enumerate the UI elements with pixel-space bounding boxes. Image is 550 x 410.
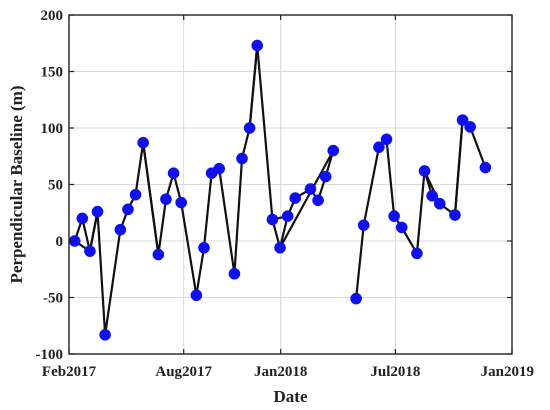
x-tick-labels: Feb2017 Aug2017 Jan2018 Jul2018 Jan2019	[42, 364, 534, 380]
data-point	[190, 289, 203, 302]
y-tick-label: 150	[41, 65, 64, 81]
x-tick-label: Jan2018	[254, 364, 307, 380]
connection-line	[157, 198, 168, 256]
data-point	[84, 245, 96, 258]
data-point	[129, 188, 142, 201]
connection-line	[453, 118, 464, 217]
data-point	[160, 193, 172, 206]
connection-line	[354, 224, 365, 300]
data-point	[426, 189, 438, 202]
connection-line	[142, 141, 160, 256]
data-point	[373, 141, 385, 154]
data-point	[251, 39, 264, 52]
data-point	[388, 210, 400, 222]
connection-line	[202, 172, 213, 249]
connection-line	[233, 157, 244, 275]
x-tick-label: Jul2018	[370, 364, 420, 380]
data-point	[236, 152, 248, 165]
data-point	[281, 210, 294, 222]
data-point	[380, 133, 393, 146]
y-tick-labels: -100 -50 0 50 100 150 200	[36, 8, 64, 363]
connection-line	[278, 149, 335, 249]
axis-ticks	[68, 14, 513, 355]
x-tick-label: Jan2019	[481, 364, 534, 380]
data-point	[449, 209, 461, 221]
connection-line	[256, 44, 274, 221]
data-point	[213, 162, 226, 175]
data-point	[327, 144, 340, 157]
connection-line	[195, 246, 206, 297]
data-point	[266, 213, 279, 226]
data-point	[152, 248, 165, 261]
x-tick-label: Aug2017	[155, 364, 212, 380]
data-point	[122, 203, 134, 216]
connection-line	[469, 125, 487, 169]
y-tick-label: 100	[41, 121, 64, 137]
connection-line	[104, 228, 122, 336]
data-points	[68, 39, 492, 341]
connection-line	[96, 210, 107, 336]
data-point	[418, 165, 431, 177]
y-tick-label: -50	[43, 291, 63, 307]
data-point	[319, 170, 332, 183]
data-point	[411, 247, 423, 260]
data-point	[243, 122, 256, 134]
y-tick-label: 50	[48, 178, 63, 194]
x-tick-label: Feb2017	[42, 364, 97, 380]
connection-line	[362, 146, 381, 227]
connection-line	[248, 44, 259, 130]
connection-line	[385, 138, 396, 218]
data-point	[137, 136, 150, 149]
data-point	[395, 221, 408, 234]
data-point	[464, 121, 477, 133]
data-point	[289, 192, 302, 204]
connection-line	[218, 167, 236, 275]
x-axis-title: Date	[274, 387, 308, 406]
data-point	[304, 183, 317, 195]
data-point	[312, 194, 324, 207]
connection-line	[415, 169, 426, 255]
data-point	[350, 292, 362, 305]
data-point	[433, 197, 446, 210]
data-point	[357, 219, 370, 232]
connection-line	[180, 201, 198, 297]
data-point	[456, 114, 469, 126]
data-point	[274, 241, 286, 254]
y-tick-label: 200	[41, 8, 64, 24]
data-point	[114, 223, 127, 236]
connection-line	[88, 210, 99, 253]
grid-lines	[68, 14, 513, 355]
data-point	[99, 328, 111, 341]
y-axis-title: Perpendicular Baseline (m)	[7, 86, 26, 284]
y-tick-label: -100	[36, 347, 64, 363]
y-tick-label: 0	[56, 234, 64, 250]
data-point	[175, 196, 188, 209]
connection-line	[134, 141, 145, 196]
data-point	[167, 167, 180, 180]
data-point	[76, 212, 89, 225]
data-point	[479, 161, 492, 174]
data-point	[198, 241, 210, 254]
data-point	[91, 205, 104, 218]
data-point	[228, 267, 241, 280]
